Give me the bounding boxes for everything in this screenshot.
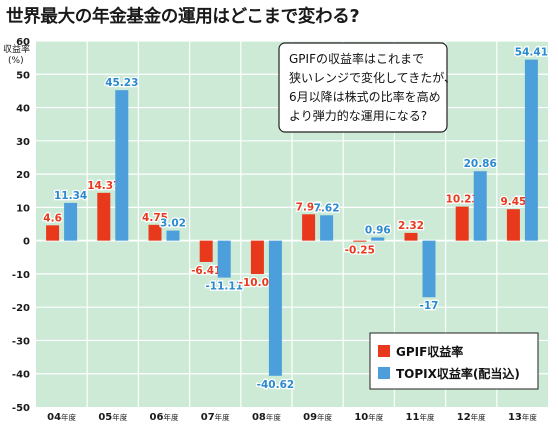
y-tick-label: -50 bbox=[12, 403, 30, 414]
y-tick-label: 60 bbox=[16, 37, 30, 48]
annotation-line: 6月以降は株式の比率を高め bbox=[289, 89, 441, 104]
gpif-value-label: 10.23 bbox=[446, 194, 479, 206]
topix-bar bbox=[268, 240, 282, 376]
gpif-bar bbox=[250, 240, 264, 275]
y-tick-label: 20 bbox=[16, 170, 30, 181]
topix-value-label: -11.11 bbox=[205, 281, 243, 293]
y-tick-label: 0 bbox=[23, 237, 30, 248]
y-tick-label: 10 bbox=[16, 203, 30, 214]
y-tick-label: -40 bbox=[12, 370, 30, 381]
gpif-value-label: -0.25 bbox=[345, 244, 375, 256]
annotation-line: 狭いレンジで変化してきたが、 bbox=[289, 70, 456, 85]
gpif-bar bbox=[97, 192, 111, 241]
x-tick-label: 11年度 bbox=[406, 412, 435, 423]
topix-value-label: 54.41 bbox=[515, 47, 548, 59]
topix-value-label: 11.34 bbox=[54, 190, 87, 202]
gpif-bar bbox=[353, 240, 367, 242]
topix-bar bbox=[524, 59, 538, 241]
topix-bar bbox=[115, 90, 129, 241]
gpif-value-label: 4.6 bbox=[43, 212, 62, 224]
topix-bar bbox=[217, 240, 231, 278]
topix-value-label: 7.62 bbox=[314, 202, 340, 214]
x-tick-label: 07年度 bbox=[201, 412, 230, 423]
topix-value-label: -40.62 bbox=[257, 379, 295, 391]
topix-bar bbox=[473, 171, 487, 241]
legend-label-topix: TOPIX収益率(配当込) bbox=[396, 366, 520, 381]
x-tick-label: 08年度 bbox=[252, 412, 281, 423]
gpif-value-label: -10.03 bbox=[239, 277, 277, 289]
x-tick-label: 04年度 bbox=[47, 412, 76, 423]
topix-value-label: 3.02 bbox=[160, 218, 186, 230]
x-tick-label: 05年度 bbox=[98, 412, 127, 423]
legend-label-gpif: GPIF収益率 bbox=[396, 344, 463, 359]
y-tick-label: -20 bbox=[12, 303, 30, 314]
y-tick-label: 40 bbox=[16, 104, 30, 115]
gpif-value-label: 4.75 bbox=[142, 212, 168, 224]
topix-value-label: 20.86 bbox=[464, 158, 497, 170]
annotation-box bbox=[278, 42, 448, 133]
x-tick-label: 06年度 bbox=[150, 412, 179, 423]
legend-box bbox=[369, 332, 539, 390]
topix-bar bbox=[320, 215, 334, 241]
x-tick-label: 09年度 bbox=[303, 412, 332, 423]
gpif-bar bbox=[455, 206, 469, 241]
topix-value-label: 0.96 bbox=[365, 224, 391, 236]
y-tick-label: -10 bbox=[12, 270, 30, 281]
gpif-bar bbox=[404, 232, 418, 241]
gpif-bar bbox=[506, 209, 520, 241]
topix-bar bbox=[371, 237, 385, 241]
chart-title: 世界最大の年金基金の運用はどこまで変わる? bbox=[6, 7, 360, 27]
gpif-value-label: -6.41 bbox=[191, 265, 221, 277]
gpif-value-label: 7.91 bbox=[296, 201, 322, 213]
gpif-value-label: 14.37 bbox=[87, 180, 120, 192]
y-axis-label: 収益率 bbox=[3, 43, 30, 55]
y-axis-unit: (%) bbox=[8, 56, 24, 66]
annotation-line: GPIFの収益率はこれまで bbox=[289, 51, 424, 66]
y-tick-label: -30 bbox=[12, 336, 30, 347]
y-tick-label: 50 bbox=[16, 70, 30, 81]
topix-bar bbox=[166, 230, 180, 241]
gpif-value-label: 2.32 bbox=[398, 220, 424, 232]
gpif-bar bbox=[302, 214, 316, 241]
x-tick-label: 10年度 bbox=[354, 412, 383, 423]
gpif-bar bbox=[199, 240, 213, 262]
x-tick-label: 12年度 bbox=[457, 412, 486, 423]
gpif-bar bbox=[46, 225, 60, 241]
legend-swatch-topix bbox=[378, 367, 390, 379]
topix-bar bbox=[422, 240, 436, 298]
annotation-line: より弾力的な運用になる? bbox=[289, 108, 427, 123]
topix-value-label: 45.23 bbox=[105, 77, 138, 89]
legend-swatch-gpif bbox=[378, 345, 390, 357]
x-tick-label: 13年度 bbox=[508, 412, 537, 423]
gpif-bar bbox=[148, 224, 162, 241]
gpif-value-label: 9.45 bbox=[500, 196, 526, 208]
topix-value-label: -17 bbox=[420, 300, 439, 312]
y-tick-label: 30 bbox=[16, 137, 30, 148]
topix-bar bbox=[64, 202, 78, 241]
